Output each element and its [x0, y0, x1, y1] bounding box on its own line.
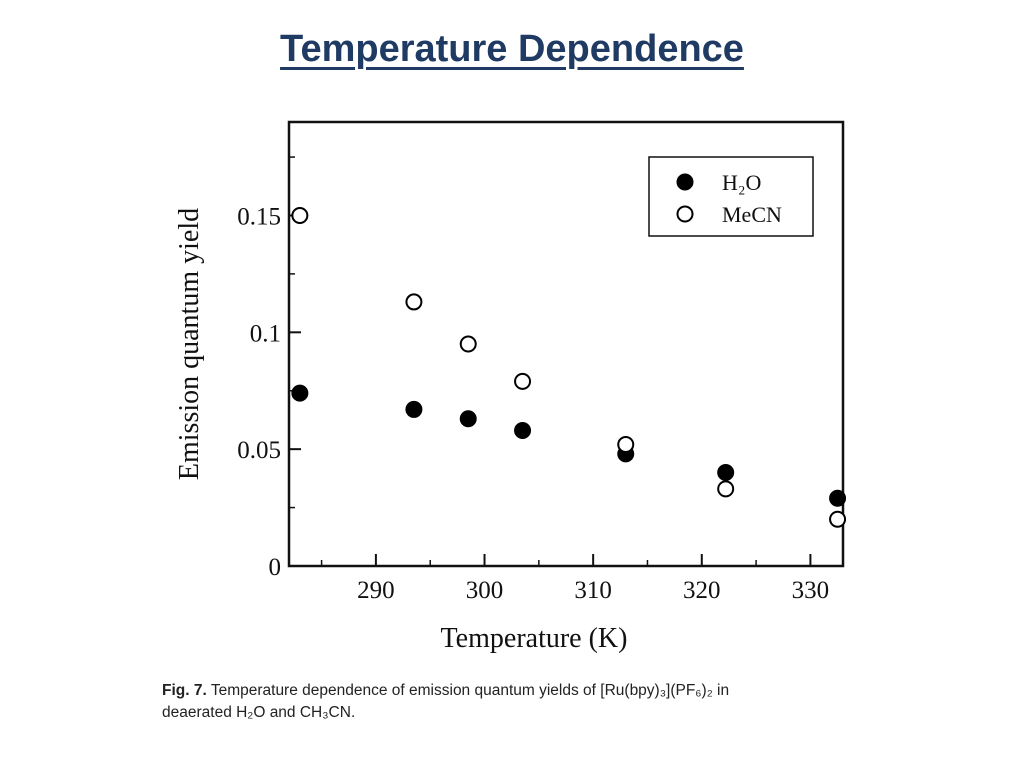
y-tick-label: 0.1: [250, 320, 281, 347]
caption-label: Fig. 7.: [162, 682, 207, 699]
x-tick-label: 320: [683, 577, 721, 604]
y-tick-label: 0.05: [237, 437, 281, 464]
legend-box: [648, 156, 814, 237]
h2o-data-point: [829, 489, 847, 507]
legend-marker-mecn: [676, 205, 694, 223]
legend-marker-h2o: [676, 173, 694, 191]
plot-frame: [287, 120, 845, 568]
legend: H₂O MeCN: [648, 156, 814, 237]
x-tick-label: 330: [792, 577, 830, 604]
legend-label-mecn: MeCN: [722, 202, 782, 227]
h2o-data-point: [405, 400, 423, 418]
h2o-data-point: [514, 421, 532, 439]
figure-caption: Fig. 7. Temperature dependence of emissi…: [162, 680, 902, 724]
x-tick-label: 290: [357, 577, 395, 604]
x-axis-title: Temperature (K): [441, 623, 628, 654]
h2o-data-point: [291, 384, 309, 402]
mecn-data-point: [829, 510, 847, 528]
mecn-data-point: [291, 206, 309, 224]
y-axis-ticks: 0 0.05 0.1 0.15: [237, 156, 301, 581]
x-tick-label: 310: [574, 577, 612, 604]
y-tick-label: 0: [269, 554, 282, 581]
data-points: [291, 206, 847, 528]
caption-text-line2: deaerated H₂O and CH₃CN.: [162, 704, 356, 721]
y-tick-label: 0.15: [237, 203, 281, 230]
mecn-data-point: [617, 435, 635, 453]
y-axis-title: Emission quantum yield: [174, 208, 205, 480]
scatter-chart: 290 300 310 320 330 0 0.05 0.1 0.15 Temperature…: [174, 120, 847, 654]
mecn-data-point: [405, 293, 423, 311]
slide-title: Temperature Dependence: [0, 28, 1024, 71]
h2o-data-point: [717, 464, 735, 482]
h2o-data-point: [459, 410, 477, 428]
mecn-data-point: [459, 335, 477, 353]
x-axis-ticks: 290 300 310 320 330: [320, 554, 830, 604]
slide-title-text: Temperature Dependence: [280, 28, 744, 70]
legend-label-h2o: H₂O: [722, 170, 761, 195]
x-tick-label: 300: [466, 577, 504, 604]
caption-text-line1: Temperature dependence of emission quant…: [210, 682, 730, 699]
mecn-data-point: [717, 480, 735, 498]
mecn-data-point: [514, 372, 532, 390]
